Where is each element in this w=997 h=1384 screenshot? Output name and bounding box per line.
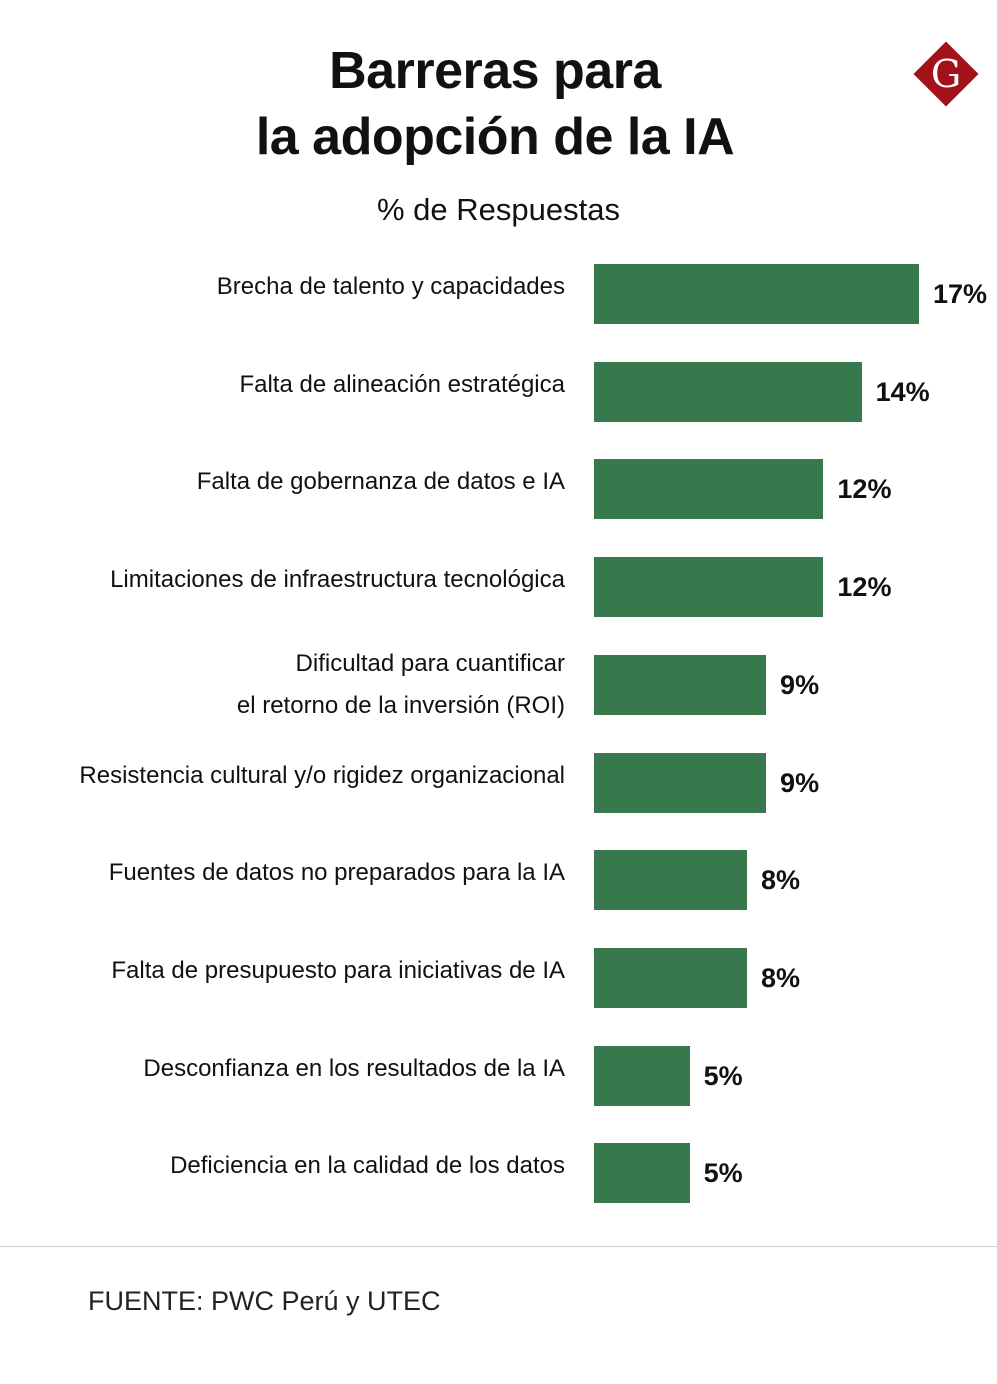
logo-letter: G: [931, 52, 961, 96]
bar: [594, 752, 767, 813]
category-label-line: Fuentes de datos no preparados para la I…: [108, 859, 565, 887]
chart-subtitle: % de Respuestas: [377, 192, 620, 227]
value-label: 9%: [780, 767, 820, 798]
chart-title-line-2: la adopción de la IA: [255, 108, 735, 166]
category-label: Limitaciones de infraestructura tecnológ…: [5, 559, 565, 601]
value-label: 8%: [760, 865, 800, 896]
category-label-line: Desconfianza en los resultados de la IA: [143, 1054, 565, 1082]
value-label: 12%: [837, 572, 892, 603]
source-note: FUENTE: PWC Perú y UTEC: [88, 1286, 441, 1316]
category-label: Deficiencia en la calidad de los datos: [5, 1145, 565, 1187]
category-label-line: Falta de presupuesto para iniciativas de…: [111, 956, 565, 984]
bar: [594, 459, 824, 520]
bar: [594, 1045, 690, 1106]
logo-diamond: [913, 41, 979, 107]
value-label: 5%: [703, 1158, 743, 1189]
category-label: Desconfianza en los resultados de la IA: [5, 1048, 565, 1090]
bar: [594, 264, 919, 324]
value-label: 17%: [933, 279, 988, 309]
category-label-line: Deficiencia en la calidad de los datos: [170, 1152, 565, 1180]
category-label-line: Limitaciones de infraestructura tecnológ…: [110, 566, 565, 594]
category-label-line: el retorno de la inversión (ROI): [236, 691, 565, 719]
footer-divider: [0, 1246, 997, 1247]
value-label: 14%: [875, 376, 930, 407]
bar: [594, 850, 747, 911]
bar: [594, 1143, 690, 1204]
publisher-logo-icon: G: [913, 41, 979, 107]
chart-title-line-1: Barreras para: [329, 42, 661, 100]
value-label: 5%: [703, 1060, 743, 1091]
bar: [594, 361, 862, 422]
value-label: 12%: [837, 474, 892, 505]
category-label: Falta de alineación estratégica: [5, 364, 565, 406]
bar: [594, 557, 824, 618]
category-label: Resistencia cultural y/o rigidez organiz…: [5, 755, 565, 797]
category-label: Dificultad para cuantificar el retorno de…: [5, 643, 565, 727]
category-label-line: Dificultad para cuantificar: [295, 649, 565, 677]
bar: [594, 947, 747, 1008]
category-label: Brecha de talento y capacidades: [5, 266, 565, 308]
category-label: Fuentes de datos no preparados para la I…: [5, 852, 565, 894]
category-label-line: Falta de alineación estratégica: [239, 370, 565, 398]
category-label-line: Resistencia cultural y/o rigidez organiz…: [79, 761, 565, 789]
category-label: Falta de gobernanza de datos e IA: [5, 461, 565, 503]
value-label: 9%: [780, 669, 820, 700]
chart-title: Barreras para la adopción de la IA: [0, 38, 990, 170]
value-label: 8%: [760, 962, 800, 993]
bar: [594, 654, 767, 715]
category-label-line: Falta de gobernanza de datos e IA: [196, 468, 565, 496]
category-label-line: Brecha de talento y capacidades: [216, 273, 565, 300]
category-label: Falta de presupuesto para iniciativas de…: [5, 950, 565, 992]
